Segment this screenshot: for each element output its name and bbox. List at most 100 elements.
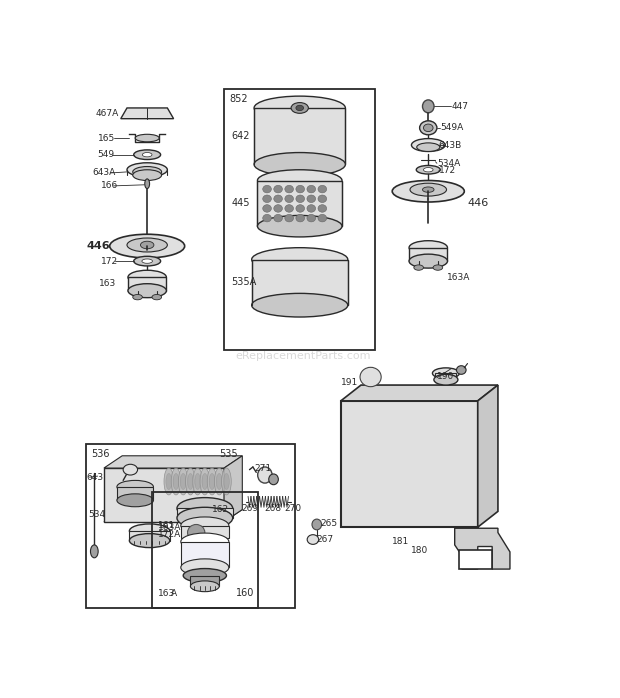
Bar (252, 260, 348, 305)
Ellipse shape (190, 581, 219, 592)
Ellipse shape (184, 569, 226, 583)
Ellipse shape (285, 186, 293, 193)
Text: 190: 190 (437, 372, 454, 381)
Bar (224, 89, 375, 350)
Text: 267: 267 (317, 535, 334, 544)
Text: 534A: 534A (437, 159, 460, 168)
Ellipse shape (307, 195, 316, 202)
Text: 536: 536 (91, 449, 110, 459)
Polygon shape (341, 401, 478, 527)
Ellipse shape (195, 473, 200, 489)
Ellipse shape (110, 235, 185, 258)
Bar (435, 373, 456, 380)
Ellipse shape (181, 533, 229, 550)
Text: 446: 446 (467, 198, 489, 208)
Ellipse shape (412, 139, 445, 151)
Bar (177, 508, 232, 518)
Ellipse shape (258, 467, 272, 483)
Text: 270: 270 (284, 504, 301, 513)
Text: 852: 852 (230, 94, 249, 104)
Text: 181: 181 (392, 537, 409, 546)
Ellipse shape (181, 517, 229, 534)
Ellipse shape (133, 295, 143, 300)
Ellipse shape (296, 195, 304, 202)
Bar (128, 277, 166, 290)
Ellipse shape (312, 519, 322, 530)
Ellipse shape (193, 468, 202, 495)
Ellipse shape (263, 214, 272, 222)
Text: 268: 268 (264, 504, 281, 513)
Ellipse shape (171, 468, 181, 495)
Ellipse shape (130, 524, 170, 538)
Ellipse shape (117, 494, 153, 507)
Ellipse shape (274, 195, 283, 202)
Ellipse shape (296, 186, 304, 193)
Text: 535: 535 (219, 449, 238, 459)
Text: 549: 549 (98, 150, 115, 159)
Polygon shape (224, 456, 242, 522)
Ellipse shape (123, 464, 138, 475)
Bar (117, 487, 153, 500)
Bar (130, 531, 170, 540)
Ellipse shape (117, 480, 153, 493)
Bar (257, 181, 342, 226)
Bar (190, 576, 219, 586)
Ellipse shape (318, 186, 327, 193)
Ellipse shape (274, 214, 283, 222)
Text: 165: 165 (98, 133, 115, 142)
Ellipse shape (177, 498, 232, 519)
Text: 163A: 163A (446, 273, 470, 282)
Ellipse shape (127, 163, 167, 177)
Ellipse shape (128, 270, 166, 284)
Ellipse shape (423, 124, 433, 132)
Ellipse shape (152, 295, 162, 300)
Ellipse shape (257, 216, 342, 237)
Ellipse shape (209, 473, 215, 489)
Ellipse shape (392, 181, 464, 202)
Bar (181, 542, 229, 567)
Bar (181, 526, 229, 538)
Text: 445: 445 (231, 198, 250, 208)
Ellipse shape (422, 187, 434, 193)
Ellipse shape (307, 205, 316, 212)
Ellipse shape (420, 121, 437, 135)
Ellipse shape (416, 165, 440, 174)
Ellipse shape (166, 473, 172, 489)
Ellipse shape (414, 265, 423, 270)
Text: 172: 172 (100, 257, 118, 266)
Ellipse shape (434, 374, 458, 385)
Ellipse shape (456, 366, 466, 374)
Text: 172A: 172A (157, 530, 181, 539)
Ellipse shape (296, 205, 304, 212)
Ellipse shape (296, 214, 304, 222)
Text: 163A: 163A (158, 523, 182, 532)
Ellipse shape (307, 214, 316, 222)
Ellipse shape (203, 540, 216, 551)
Ellipse shape (252, 293, 348, 317)
Bar (152, 492, 258, 608)
Ellipse shape (181, 559, 229, 576)
Ellipse shape (422, 100, 434, 113)
Ellipse shape (144, 179, 149, 188)
Ellipse shape (127, 238, 167, 252)
Ellipse shape (224, 473, 229, 489)
Ellipse shape (135, 134, 159, 142)
Ellipse shape (257, 170, 342, 191)
Ellipse shape (142, 259, 153, 263)
Text: 534: 534 (88, 510, 105, 519)
Ellipse shape (177, 507, 232, 529)
Text: 265: 265 (320, 519, 337, 528)
Ellipse shape (360, 367, 381, 387)
Ellipse shape (207, 468, 217, 495)
Ellipse shape (307, 186, 316, 193)
Ellipse shape (318, 214, 327, 222)
Ellipse shape (285, 195, 293, 202)
Text: 642: 642 (231, 131, 250, 141)
Ellipse shape (433, 265, 443, 270)
Polygon shape (104, 468, 224, 522)
Text: 163: 163 (157, 589, 175, 598)
Ellipse shape (180, 473, 186, 489)
Ellipse shape (263, 186, 272, 193)
Text: 163: 163 (99, 279, 117, 288)
Ellipse shape (274, 186, 283, 193)
